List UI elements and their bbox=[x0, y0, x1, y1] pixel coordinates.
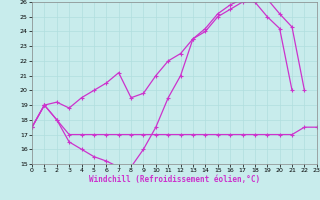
X-axis label: Windchill (Refroidissement éolien,°C): Windchill (Refroidissement éolien,°C) bbox=[89, 175, 260, 184]
